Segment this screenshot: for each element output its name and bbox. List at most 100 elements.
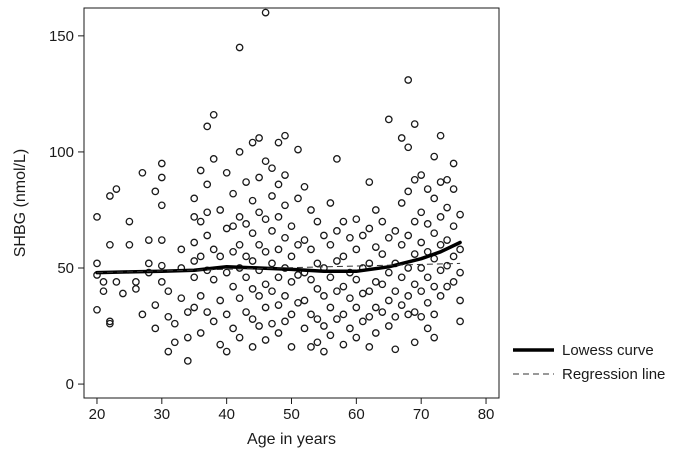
data-point (255, 173, 263, 182)
data-point (294, 240, 302, 249)
data-point (320, 322, 328, 330)
data-point (456, 245, 464, 254)
data-point (216, 206, 225, 214)
data-point (196, 252, 205, 261)
data-point (443, 282, 451, 291)
data-point (313, 217, 322, 226)
data-point (157, 201, 166, 210)
data-point (242, 178, 250, 186)
data-point (378, 280, 387, 289)
data-point (410, 280, 419, 289)
data-point (177, 245, 186, 254)
y-tick-label: 0 (66, 376, 74, 393)
data-point (151, 301, 160, 309)
data-point (93, 213, 101, 221)
data-point (320, 231, 328, 240)
data-point (436, 266, 445, 275)
data-point (436, 292, 445, 300)
data-point (320, 292, 328, 300)
data-point (352, 303, 361, 312)
data-point (346, 324, 354, 333)
data-point (404, 231, 413, 240)
data-point (255, 208, 263, 217)
data-point (436, 213, 445, 221)
data-point (430, 282, 439, 291)
data-point (397, 273, 406, 282)
data-point (190, 213, 199, 221)
data-point (281, 317, 289, 326)
data-point (261, 215, 270, 224)
data-point (229, 324, 237, 333)
data-point (449, 252, 458, 261)
data-point (229, 282, 237, 291)
data-point (307, 275, 315, 284)
data-point (333, 315, 341, 323)
data-point (132, 278, 140, 286)
data-point (274, 245, 283, 254)
scatter-points (93, 8, 464, 365)
data-point (436, 131, 445, 140)
data-point (397, 199, 406, 207)
data-point (229, 189, 237, 198)
data-point (449, 278, 458, 286)
data-point (157, 278, 166, 286)
data-point (268, 164, 276, 173)
data-point (300, 236, 309, 244)
data-point (281, 201, 289, 210)
data-point (287, 310, 296, 319)
data-point (106, 317, 114, 326)
data-point (417, 287, 426, 296)
y-tick-label: 100 (49, 144, 74, 161)
data-point (248, 196, 257, 205)
data-point (365, 287, 374, 296)
data-point (144, 236, 153, 244)
data-point (190, 273, 199, 282)
x-tick-label: 20 (89, 406, 106, 423)
data-point (157, 261, 166, 270)
data-point (397, 301, 406, 309)
data-point (209, 110, 218, 119)
data-point (112, 278, 121, 286)
data-point (235, 213, 244, 221)
data-point (417, 312, 426, 321)
data-point (190, 194, 199, 203)
data-point (378, 308, 387, 316)
series-lines (95, 240, 462, 275)
data-point (300, 324, 309, 333)
data-point (287, 252, 296, 261)
data-point (294, 194, 302, 203)
x-tick-label: 40 (218, 406, 235, 423)
data-point (326, 331, 335, 340)
data-point (404, 264, 413, 272)
data-point (190, 257, 199, 265)
data-point (294, 271, 302, 279)
data-point (404, 292, 413, 300)
data-point (371, 206, 380, 214)
data-point (261, 157, 270, 166)
data-point (443, 261, 451, 270)
data-point (430, 229, 439, 238)
data-point (248, 343, 257, 351)
data-point (248, 257, 257, 265)
data-point (157, 159, 166, 168)
data-point (352, 275, 361, 284)
data-point (229, 222, 237, 231)
data-point (430, 333, 439, 342)
data-point (242, 220, 250, 228)
data-point (268, 259, 276, 268)
data-point (456, 296, 464, 305)
data-point (235, 43, 244, 52)
data-point (274, 301, 283, 309)
data-point (365, 178, 374, 186)
data-point (222, 168, 231, 177)
data-point (410, 250, 419, 258)
data-point (449, 185, 458, 193)
data-point (138, 310, 147, 319)
data-point (274, 213, 283, 221)
data-point (203, 308, 212, 316)
data-point (106, 319, 114, 328)
data-point (326, 273, 335, 282)
data-point (423, 220, 432, 228)
data-point (255, 240, 263, 249)
data-point (261, 303, 270, 312)
